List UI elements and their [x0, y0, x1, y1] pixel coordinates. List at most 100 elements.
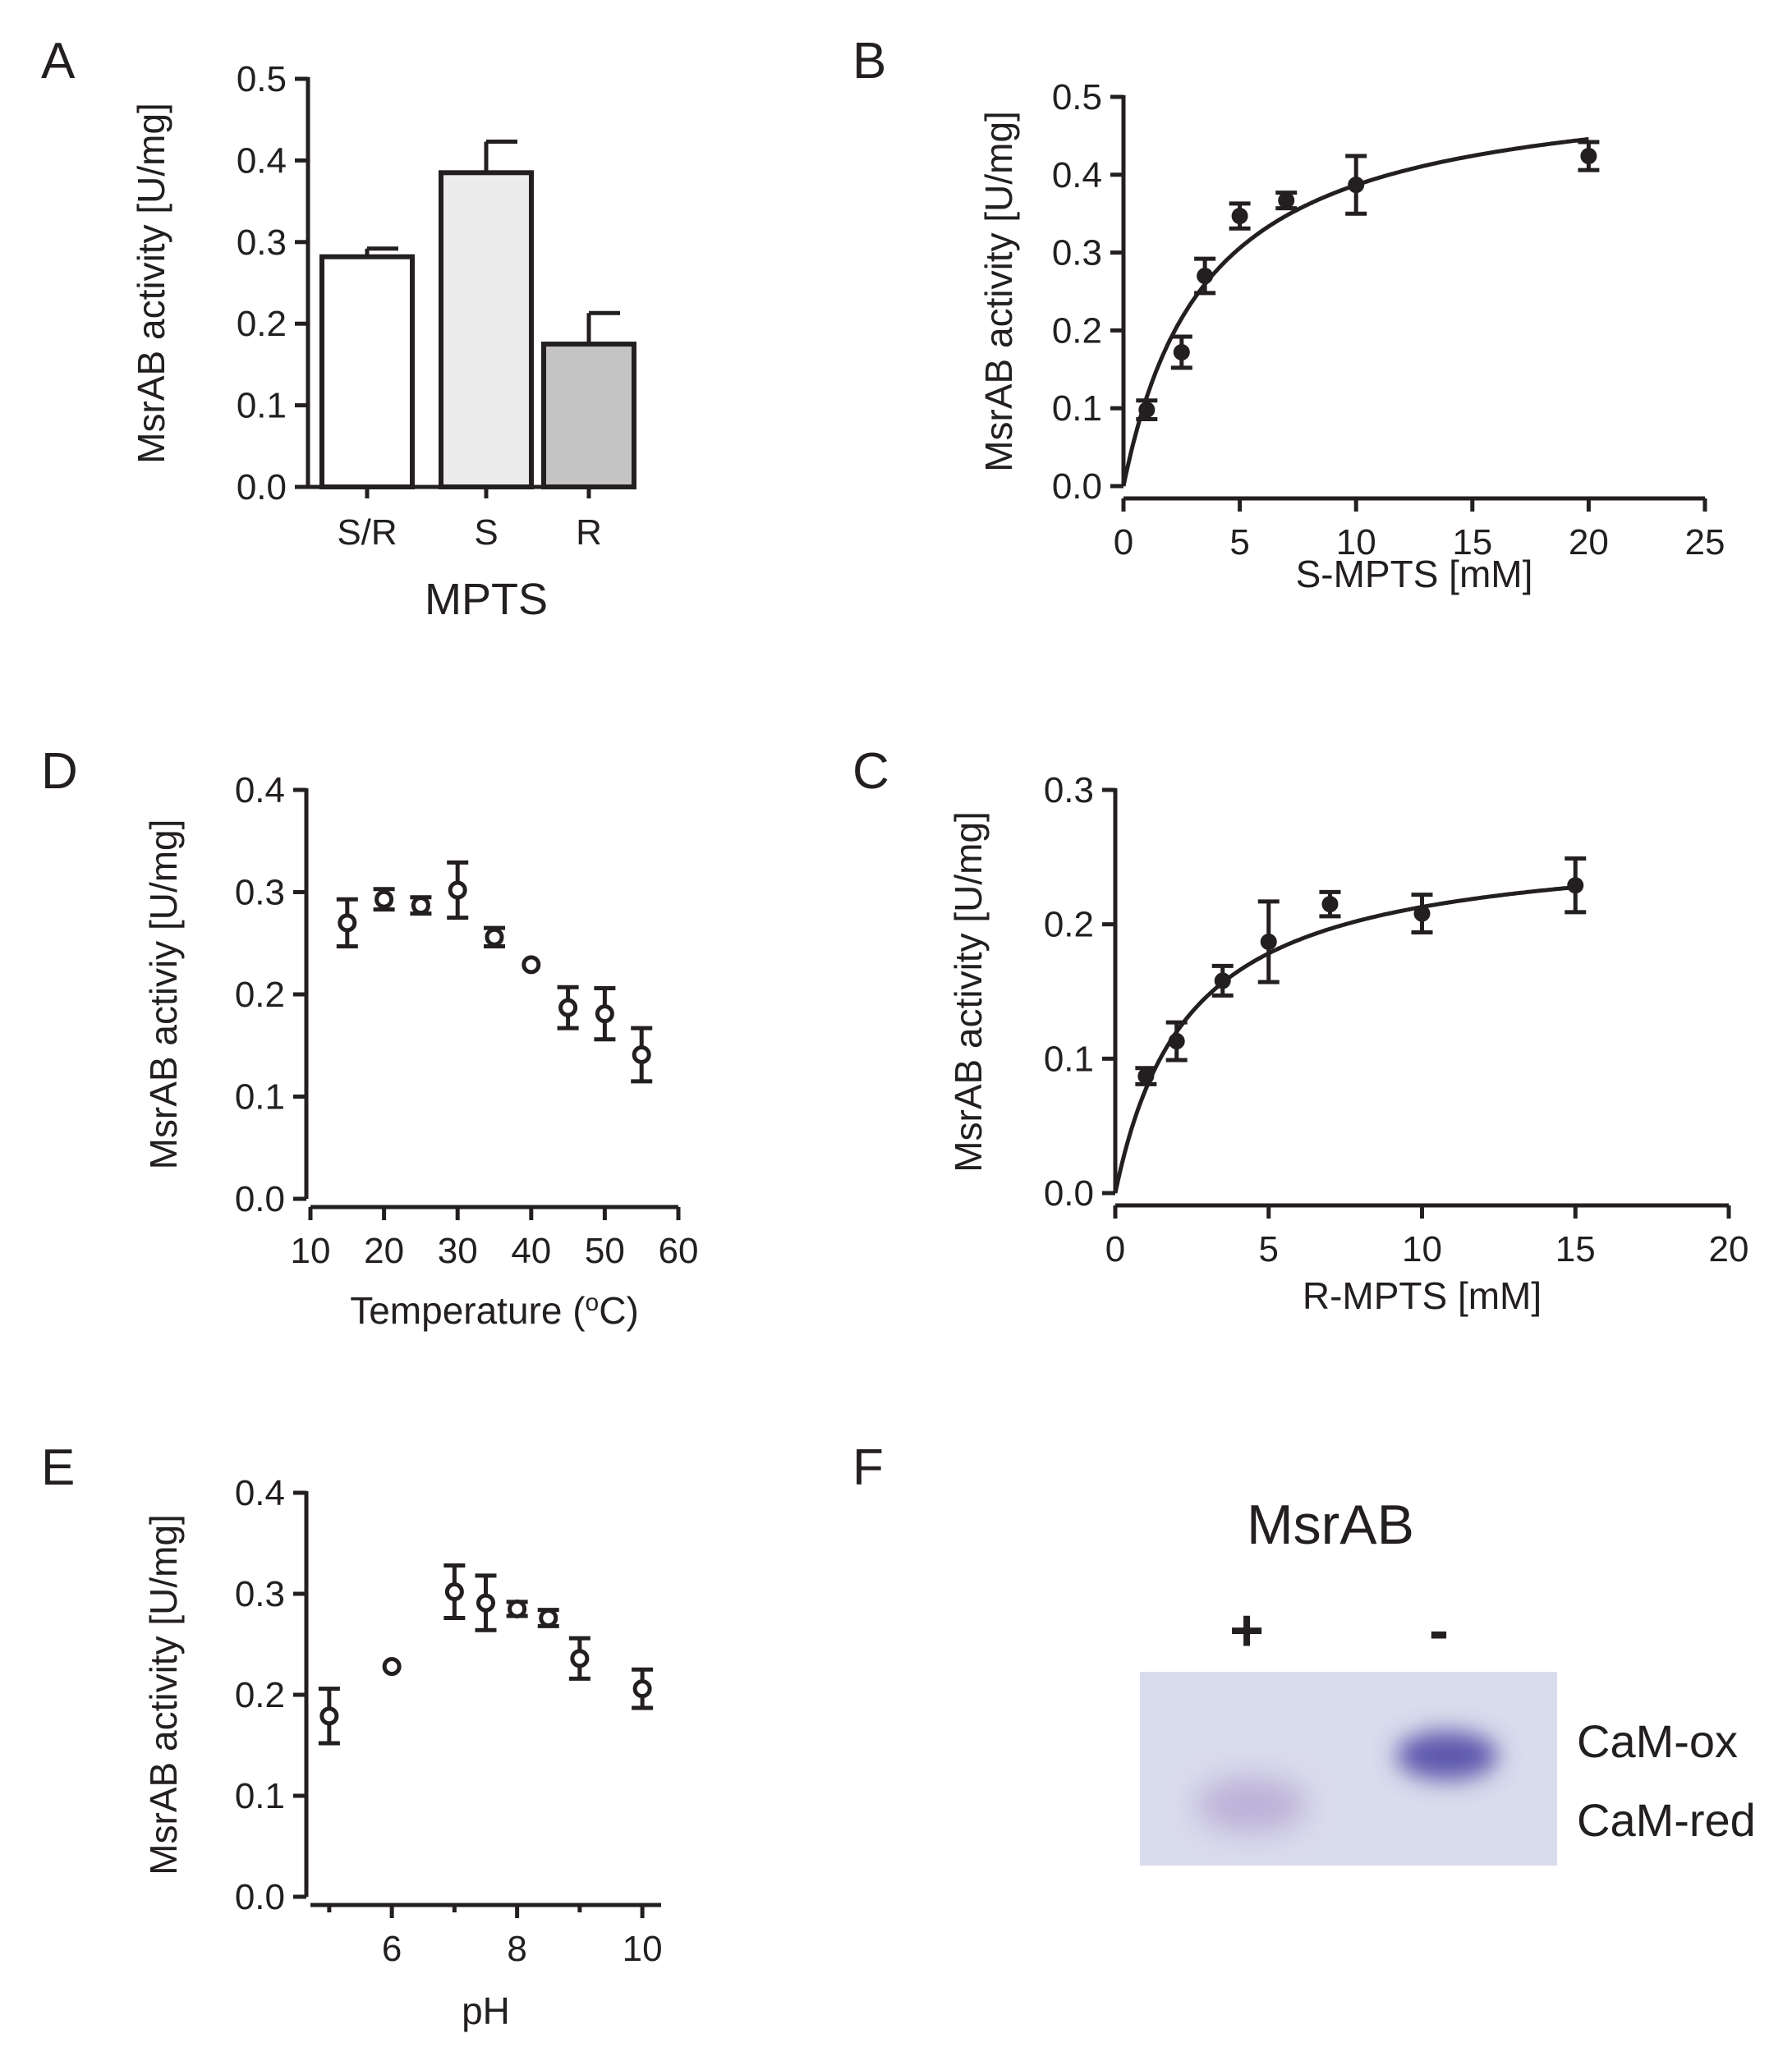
y-tick-label: 0.0: [235, 1179, 285, 1219]
x-axis-title: pH: [462, 1990, 510, 2032]
bar-2: [541, 342, 636, 489]
data-point: [539, 1609, 558, 1628]
data-point: [382, 1657, 402, 1677]
y-tick-label: 0.3: [1044, 770, 1094, 810]
x-tick-label: 10: [291, 1231, 331, 1271]
y-tick-label: 0.4: [237, 140, 287, 181]
panel-label-d: D: [41, 743, 78, 800]
y-tick-label: 0.4: [1052, 155, 1102, 195]
y-tick-label: 0.1: [235, 1077, 285, 1118]
data-point: [1137, 1067, 1155, 1085]
x-tick-label: 20: [1709, 1229, 1749, 1269]
x-tick-label: 8: [507, 1929, 526, 1969]
y-tick-label: 0.2: [235, 1675, 285, 1715]
gel-label-cam-ox: CaM-ox: [1577, 1715, 1738, 1767]
x-axis-title: R-MPTS [mM]: [1303, 1274, 1542, 1317]
data-point: [485, 927, 504, 947]
x-tick-label: 40: [511, 1231, 551, 1271]
data-point: [1214, 972, 1231, 989]
x-tick-label: 5: [1259, 1229, 1279, 1269]
data-point: [1567, 877, 1584, 894]
y-axis-title: MsrAB activity [U/mg]: [947, 811, 990, 1173]
y-tick-label: 0.5: [1052, 77, 1102, 117]
x-tick-label: 15: [1452, 522, 1492, 562]
x-tick-label: 20: [1569, 522, 1609, 562]
data-point: [522, 955, 541, 975]
gel-lane-plus-label: +: [1229, 1598, 1264, 1664]
y-tick-label: 0.5: [237, 59, 287, 99]
panel-label-e: E: [41, 1439, 75, 1496]
x-tick-label: 10: [1402, 1229, 1442, 1269]
data-point: [1321, 896, 1339, 913]
data-point: [632, 1679, 652, 1699]
y-tick-label: 0.1: [1044, 1039, 1094, 1079]
x-axis-title: S-MPTS [mM]: [1296, 553, 1533, 595]
y-tick-label: 0.3: [235, 873, 285, 913]
y-tick-label: 0.1: [235, 1776, 285, 1816]
panel-label-b: B: [852, 33, 886, 90]
x-tick-label: 15: [1555, 1229, 1596, 1269]
x-axis-title: Temperature (oC): [350, 1289, 639, 1333]
data-point: [558, 998, 578, 1017]
data-point: [448, 880, 467, 900]
x-tick-label: 6: [382, 1929, 402, 1969]
x-tick-label: 20: [364, 1231, 404, 1271]
data-point: [1580, 148, 1597, 165]
x-tick-label: S: [474, 512, 498, 553]
chart-d-temperature: 0.0 0.1 0.2 0.3 0.4 MsrAB activiy [U/mg] 10 20 3…: [142, 770, 698, 1332]
x-tick-label: 0: [1105, 1229, 1125, 1269]
chart-b-s-mpts: 0.0 0.1 0.2 0.3 0.4 0.5 MsrAB activity [U/mg] 0…: [977, 77, 1725, 595]
y-tick-label: 0.0: [1052, 466, 1102, 507]
x-tick-label: 30: [438, 1231, 478, 1271]
gel-label-cam-red: CaM-red: [1577, 1794, 1756, 1846]
data-point: [632, 1044, 651, 1064]
data-point: [319, 1706, 339, 1726]
x-tick-label: S/R: [337, 512, 397, 553]
y-tick-label: 0.2: [235, 975, 285, 1015]
data-point: [1278, 192, 1295, 209]
data-point: [411, 896, 430, 916]
data-point: [444, 1582, 464, 1602]
x-tick-label: 60: [659, 1231, 699, 1271]
y-tick-label: 0.4: [235, 1473, 285, 1513]
data-point: [1138, 402, 1156, 419]
fit-curve: [1113, 885, 1576, 1194]
panel-label-c: C: [852, 743, 889, 800]
gel-title: MsrAB: [1247, 1494, 1414, 1556]
bar-1: [439, 170, 534, 489]
y-tick-label: 0.2: [237, 304, 287, 344]
bar-0: [319, 254, 415, 489]
y-tick-label: 0.1: [1052, 388, 1102, 429]
panel-label-a: A: [41, 33, 76, 90]
x-tick-label: 50: [585, 1231, 625, 1271]
gel-panel: MsrAB + - CaM-ox CaM-red: [1140, 1494, 1756, 1866]
data-point: [1413, 905, 1431, 922]
y-axis-title: MsrAB activity [U/mg]: [130, 103, 172, 464]
x-axis-title: MPTS: [425, 575, 548, 624]
chart-e-ph: 0.0 0.1 0.2 0.3 0.4 MsrAB activity [U/mg] 6 8 10…: [142, 1473, 663, 2032]
gel-band-cam-ox: [1396, 1731, 1498, 1780]
y-tick-label: 0.0: [237, 467, 287, 507]
y-axis-title: MsrAB activity [U/mg]: [142, 1514, 185, 1875]
data-point: [1173, 343, 1190, 360]
data-point: [595, 1004, 614, 1024]
data-point: [1348, 177, 1365, 194]
y-tick-label: 0.4: [235, 770, 285, 810]
data-point: [374, 889, 394, 909]
x-tick-label: R: [576, 512, 602, 553]
y-tick-label: 0.3: [237, 223, 287, 263]
data-point: [1197, 268, 1214, 285]
y-axis-title: MsrAB activity [U/mg]: [977, 111, 1020, 472]
data-point: [338, 913, 357, 933]
gel-lane-minus-label: -: [1429, 1598, 1449, 1664]
gel-band-cam-red: [1196, 1777, 1307, 1833]
data-point: [508, 1599, 527, 1618]
y-tick-label: 0.3: [235, 1574, 285, 1614]
y-tick-label: 0.1: [237, 386, 287, 426]
data-point: [476, 1593, 495, 1613]
data-point: [570, 1649, 590, 1669]
y-axis-title: MsrAB activiy [U/mg]: [142, 819, 185, 1170]
y-tick-label: 0.2: [1052, 310, 1102, 351]
chart-c-r-mpts: 0.0 0.1 0.2 0.3 MsrAB activity [U/mg] 0 5 10 15 2…: [947, 770, 1748, 1317]
